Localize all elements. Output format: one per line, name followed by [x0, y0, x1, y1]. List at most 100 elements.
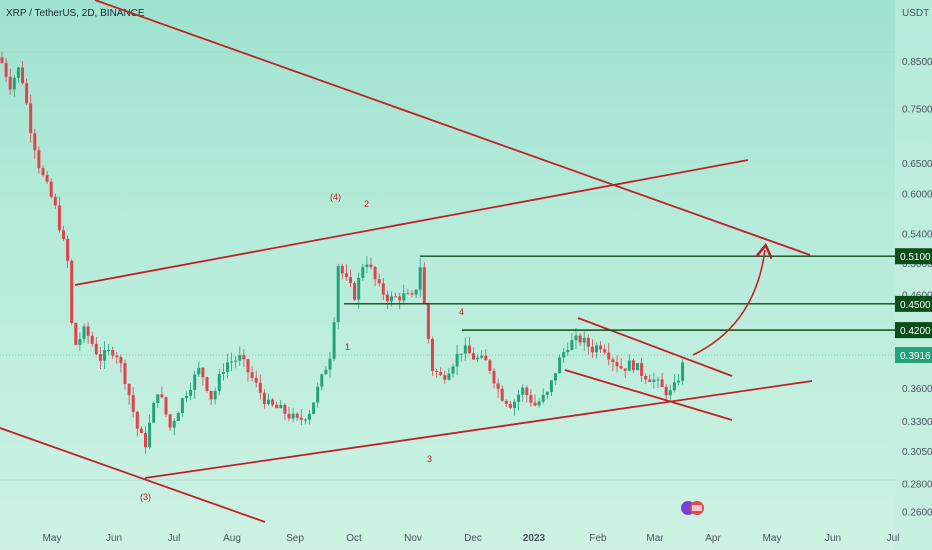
x-tick-label: Oct — [346, 533, 362, 544]
y-tick-label: 0.5400 — [902, 229, 932, 240]
candle — [295, 412, 299, 421]
candle — [590, 339, 594, 358]
candle — [168, 413, 172, 431]
y-tick-label: 0.7500 — [902, 104, 932, 115]
candle — [189, 382, 193, 401]
x-tick-label: Jul — [887, 533, 900, 544]
candle — [660, 372, 664, 388]
projection-arrow[interactable] — [692, 250, 765, 356]
x-tick-label: Aug — [223, 533, 241, 544]
x-tick-label: Feb — [589, 533, 607, 544]
price-levels: 0.5100 0.4500 0.4200 — [344, 248, 932, 339]
price-axis[interactable] — [895, 0, 932, 550]
y-tick-label: 0.3050 — [902, 447, 932, 458]
candle — [336, 263, 340, 330]
candle — [90, 331, 94, 347]
candle — [677, 374, 680, 386]
candle — [500, 385, 504, 402]
candle — [439, 367, 443, 377]
candle — [570, 332, 574, 351]
candle — [221, 363, 225, 381]
candle — [549, 379, 553, 396]
candle — [631, 358, 635, 373]
wave-label-1: 1 — [345, 342, 350, 352]
candle — [521, 384, 525, 402]
wave-label-3: 3 — [427, 454, 432, 464]
y-tick-label: 0.6000 — [902, 189, 932, 200]
candle — [176, 411, 180, 422]
wave-label-3-paren: (3) — [140, 492, 151, 502]
candle — [279, 399, 283, 409]
candle — [623, 368, 627, 378]
candle — [586, 334, 590, 355]
candle — [611, 357, 615, 372]
candle — [619, 358, 623, 370]
candle — [558, 354, 562, 374]
trendlines — [0, 0, 813, 523]
candle — [185, 391, 188, 403]
candle — [513, 398, 516, 416]
candle — [545, 391, 549, 400]
candle — [422, 262, 426, 305]
candle — [123, 359, 127, 390]
candle — [164, 396, 168, 418]
candle — [541, 388, 545, 404]
wave-label-2: 2 — [364, 199, 369, 209]
candle — [484, 349, 488, 361]
candle — [463, 337, 467, 361]
candle — [353, 281, 357, 301]
lower-left-trendline[interactable] — [0, 427, 266, 523]
candle — [644, 373, 648, 385]
x-axis-ticks: May Jun Jul Aug Sep Oct Nov Dec 2023 Feb Mar Apr May… — [43, 533, 900, 544]
candle — [226, 353, 229, 379]
level-label: 0.4500 — [900, 300, 931, 311]
candle — [459, 353, 463, 362]
candle — [131, 386, 135, 418]
level-tag — [895, 322, 932, 339]
candle — [562, 347, 566, 363]
candle — [664, 383, 668, 401]
candle — [377, 273, 381, 287]
candle — [578, 332, 582, 347]
candle — [33, 128, 37, 160]
channel-upper-trendline[interactable] — [74, 159, 749, 286]
candle — [369, 257, 373, 270]
flag-upper-trendline[interactable] — [577, 317, 733, 377]
candle — [94, 336, 98, 356]
candle — [652, 372, 656, 389]
upper-descending-trendline[interactable] — [94, 0, 811, 256]
y-tick-label: 0.3600 — [902, 384, 932, 395]
candle — [299, 409, 303, 426]
candle — [574, 328, 578, 350]
y-tick-label: 0.2800 — [902, 479, 932, 490]
candle — [98, 346, 102, 369]
candle — [21, 61, 24, 85]
candle — [385, 290, 389, 310]
candle — [148, 414, 152, 450]
candle — [37, 146, 41, 174]
flag-lower-trendline[interactable] — [564, 369, 733, 421]
candle — [308, 410, 311, 425]
candle — [62, 225, 65, 242]
candle — [41, 165, 45, 177]
candle — [66, 235, 70, 269]
candle — [152, 401, 156, 424]
candle — [127, 383, 131, 405]
candle — [217, 369, 221, 395]
candle — [324, 365, 328, 375]
channel-lower-trendline[interactable] — [144, 380, 813, 479]
candle — [599, 341, 603, 353]
level-label: 0.5100 — [900, 252, 931, 263]
candle — [197, 361, 201, 377]
candle — [648, 374, 652, 383]
x-tick-label: May — [763, 533, 782, 544]
candle — [283, 403, 287, 421]
candle — [238, 346, 242, 366]
candle — [472, 347, 475, 360]
candle — [4, 58, 8, 82]
candle — [365, 255, 369, 274]
event-icons[interactable] — [681, 501, 704, 515]
candle — [160, 386, 164, 399]
wave-label-4: 4 — [459, 307, 464, 317]
candle — [414, 289, 418, 298]
